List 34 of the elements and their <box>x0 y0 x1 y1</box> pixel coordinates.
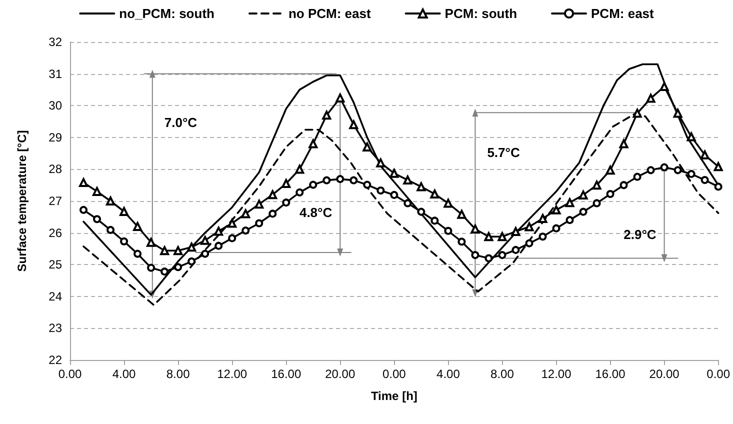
y-tick-label: 32 <box>48 35 62 49</box>
x-tick-label: 16.00 <box>271 367 302 381</box>
y-tick-label: 26 <box>48 226 62 240</box>
annotation: 5.7°C <box>487 144 520 160</box>
y-tick-label: 30 <box>48 98 62 113</box>
y-axis-title: Surface temperature [°C] <box>15 130 29 272</box>
y-tick-label: 27 <box>48 194 62 208</box>
y-tick-label: 24 <box>48 289 62 304</box>
x-tick-label: 20.00 <box>649 367 680 381</box>
x-tick-label: 0.00 <box>706 367 730 381</box>
legend-label: no_PCM: south <box>119 6 215 21</box>
x-tick-label: 8.00 <box>166 367 190 381</box>
x-tick-label: 12.00 <box>541 367 572 381</box>
x-tick-label: 12.00 <box>217 367 248 381</box>
annotation: 2.9°C <box>624 227 657 242</box>
legend-label: no PCM: east <box>288 6 372 21</box>
legend-label: PCM: south <box>444 6 518 21</box>
x-axis-title: Time [h] <box>370 389 418 403</box>
x-tick-label: 0.00 <box>58 367 82 381</box>
x-tick-label: 20.00 <box>325 367 356 381</box>
annotation: 7.0°C <box>164 114 198 130</box>
x-tick-label: 4.00 <box>112 367 136 381</box>
y-tick-label: 23 <box>48 321 62 336</box>
x-tick-label: 16.00 <box>595 367 626 381</box>
y-tick-label: 28 <box>48 162 62 176</box>
annotation: 4.8°C <box>299 204 333 220</box>
y-tick-label: 31 <box>48 66 62 81</box>
x-tick-label: 0.00 <box>382 367 406 381</box>
x-tick-label: 8.00 <box>490 367 514 381</box>
y-tick-label: 25 <box>48 258 62 272</box>
x-tick-label: 4.00 <box>436 367 460 381</box>
y-tick-label: 29 <box>48 130 62 144</box>
y-tick-label: 22 <box>48 353 62 367</box>
legend-label: PCM: east <box>591 6 655 21</box>
